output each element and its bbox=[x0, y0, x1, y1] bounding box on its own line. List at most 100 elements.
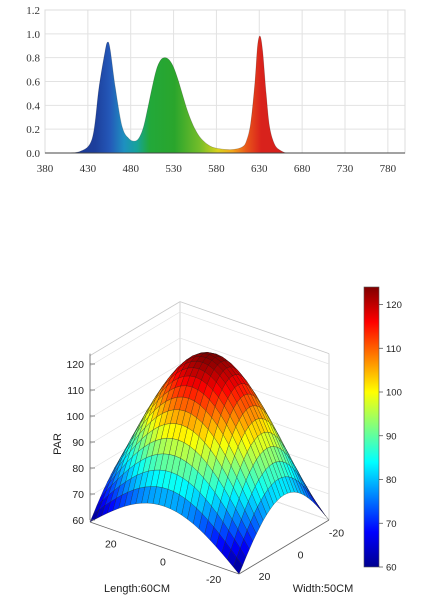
surface-patch bbox=[180, 386, 191, 400]
surface-patch bbox=[239, 374, 249, 387]
surface-patch bbox=[172, 369, 183, 382]
surface-patch bbox=[186, 432, 197, 446]
surface-patch bbox=[244, 383, 255, 397]
surface-patch bbox=[312, 497, 323, 512]
surface-patch bbox=[256, 405, 267, 421]
surface-patch bbox=[248, 385, 258, 400]
surface-patch bbox=[209, 416, 220, 430]
surface-patch bbox=[252, 405, 263, 419]
surface-patch bbox=[184, 356, 196, 365]
surface-patch bbox=[229, 366, 240, 376]
surface-patch bbox=[268, 463, 279, 482]
surface-patch bbox=[217, 401, 228, 415]
surface-patch bbox=[141, 428, 152, 441]
surface-patch bbox=[188, 386, 199, 402]
surface-patch bbox=[115, 458, 125, 476]
surface-patch bbox=[93, 500, 103, 515]
surface-patch bbox=[217, 500, 227, 523]
surface-patch bbox=[296, 472, 307, 489]
surface-patch bbox=[243, 529, 253, 550]
surface-patch bbox=[117, 462, 127, 480]
surface-patch bbox=[178, 363, 189, 371]
surface-patch bbox=[177, 431, 188, 444]
surface-patch bbox=[156, 469, 166, 488]
surface-patch bbox=[236, 369, 247, 381]
surface-patch bbox=[238, 412, 248, 427]
surface-patch bbox=[191, 376, 202, 391]
surface-patch bbox=[125, 432, 136, 450]
surface-patch bbox=[255, 419, 266, 437]
surface-patch bbox=[278, 443, 288, 461]
surface-patch bbox=[258, 400, 269, 417]
surface-patch bbox=[186, 445, 196, 467]
surface-patch bbox=[236, 397, 247, 415]
surface-patch bbox=[102, 485, 112, 501]
surface-patch bbox=[251, 408, 262, 426]
surface-patch bbox=[263, 410, 273, 427]
surface-patch bbox=[214, 391, 224, 404]
surface-patch bbox=[248, 422, 258, 441]
surface-patch bbox=[251, 389, 262, 404]
surface-patch bbox=[177, 359, 187, 368]
surface-patch bbox=[184, 444, 194, 457]
surface-patch bbox=[271, 424, 281, 443]
surface-patch bbox=[267, 448, 278, 466]
spectrum-x-tick-label: 430 bbox=[80, 163, 97, 175]
surface-patch bbox=[285, 448, 295, 466]
surface-patch bbox=[216, 438, 227, 452]
surface-patch bbox=[161, 424, 171, 438]
surface-patch bbox=[178, 424, 188, 443]
surface-patch bbox=[161, 470, 172, 490]
surface-patch bbox=[233, 367, 243, 378]
surface-patch bbox=[197, 352, 208, 355]
surface-patch bbox=[203, 383, 214, 401]
surface-patch bbox=[271, 481, 281, 502]
surface-patch bbox=[209, 389, 219, 408]
surface-patch bbox=[274, 435, 285, 452]
surface-patch bbox=[230, 538, 241, 558]
surface-patch bbox=[253, 436, 264, 456]
par-tick-label: 110 bbox=[67, 385, 84, 397]
surface-patch bbox=[250, 393, 261, 410]
surface-patch bbox=[281, 442, 292, 461]
surface-patch bbox=[133, 423, 144, 442]
surface-patch bbox=[171, 364, 181, 375]
par-tick-label: 120 bbox=[66, 359, 84, 371]
surface-patch bbox=[183, 367, 194, 377]
surface-patch bbox=[190, 356, 201, 362]
surface-patch bbox=[230, 424, 240, 438]
surface-patch bbox=[193, 355, 204, 362]
surface-patch bbox=[257, 433, 268, 452]
surface-patch bbox=[143, 429, 154, 448]
surface-patch bbox=[219, 521, 229, 543]
surface-patch bbox=[201, 371, 211, 385]
colorbar-tick-label: 100 bbox=[386, 388, 402, 399]
surface-patch bbox=[234, 401, 245, 415]
surface-patch bbox=[141, 486, 152, 504]
surface-patch bbox=[122, 440, 132, 458]
surface-patch bbox=[190, 360, 201, 370]
surface-patch bbox=[212, 457, 223, 480]
surface-patch bbox=[156, 407, 167, 420]
surface-patch bbox=[160, 423, 171, 440]
surface-patch bbox=[124, 436, 134, 453]
surface-patch bbox=[174, 376, 185, 388]
surface-patch bbox=[198, 513, 209, 535]
surface-patch bbox=[160, 378, 170, 391]
surface-patch bbox=[127, 433, 138, 449]
spectrum-chart: 380 430 480 530 580 630 680 730 780 0.0 0.2 0.4 0.6… bbox=[26, 5, 406, 175]
surface-patch bbox=[225, 390, 236, 402]
surface-patch bbox=[233, 381, 244, 395]
surface-patch bbox=[153, 406, 163, 419]
surface-patch bbox=[103, 473, 114, 490]
surface-patch bbox=[162, 374, 172, 387]
surface-patch bbox=[247, 385, 257, 401]
surface-patch bbox=[194, 353, 205, 358]
surface-patch bbox=[247, 426, 258, 443]
surface-patch bbox=[131, 431, 141, 446]
surface-patch bbox=[121, 477, 132, 496]
surface-patch bbox=[174, 393, 185, 408]
surface-patch bbox=[149, 391, 160, 408]
surface-patch bbox=[194, 471, 204, 494]
surface-patch bbox=[188, 418, 199, 433]
